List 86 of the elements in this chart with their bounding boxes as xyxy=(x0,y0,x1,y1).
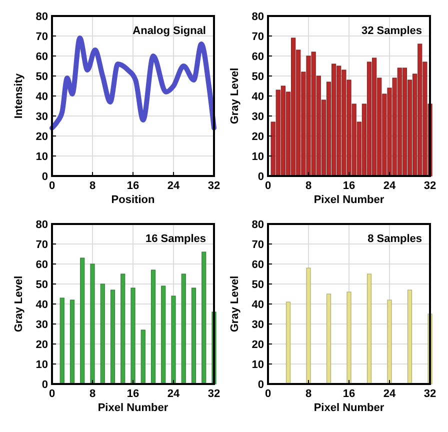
x-tick-label: 32 xyxy=(208,180,220,192)
y-tick-label: 80 xyxy=(252,11,264,23)
y-tick-label: 10 xyxy=(252,151,264,163)
x-tick-label: 24 xyxy=(167,180,180,192)
y-tick-label: 20 xyxy=(252,339,264,351)
y-tick-label: 60 xyxy=(252,259,264,271)
y-axis-title: Gray Level xyxy=(13,276,25,332)
bar xyxy=(80,258,85,384)
x-tick-label: 16 xyxy=(342,388,356,400)
y-tick-label: 60 xyxy=(252,51,264,63)
bar xyxy=(306,268,311,384)
y-tick-label: 50 xyxy=(36,279,48,291)
x-tick-label: 8 xyxy=(89,388,96,400)
y-tick-label: 50 xyxy=(252,279,264,291)
y-tick-label: 80 xyxy=(36,11,48,23)
x-axis-title: Pixel Number xyxy=(98,402,169,414)
y-tick-label: 50 xyxy=(252,71,264,83)
x-tick-label: 32 xyxy=(424,388,436,400)
bar xyxy=(130,288,136,384)
y-tick-label: 70 xyxy=(252,239,264,251)
x-tick-label: 8 xyxy=(305,388,312,400)
x-tick-label: 8 xyxy=(305,180,312,192)
bar xyxy=(202,252,206,384)
bar xyxy=(120,274,126,384)
y-tick-label: 30 xyxy=(36,111,48,123)
y-tick-label: 10 xyxy=(252,359,264,371)
bar xyxy=(346,292,352,384)
x-tick-label: 16 xyxy=(342,180,356,192)
x-axis-title: Pixel Number xyxy=(314,194,385,206)
y-tick-label: 0 xyxy=(258,171,264,183)
y-axis-title: Gray Level xyxy=(229,276,241,332)
bar xyxy=(90,264,95,384)
bar xyxy=(286,302,291,384)
x-tick-label: 32 xyxy=(208,388,220,400)
y-tick-label: 70 xyxy=(252,31,264,43)
y-tick-label: 20 xyxy=(36,131,48,143)
x-tick-label: 32 xyxy=(424,180,436,192)
x-tick-label: 16 xyxy=(126,388,140,400)
y-tick-label: 80 xyxy=(252,219,264,231)
y-tick-label: 0 xyxy=(42,379,48,391)
y-tick-label: 70 xyxy=(36,239,48,251)
y-axis-title: Gray Level xyxy=(229,68,241,124)
x-tick-label: 8 xyxy=(89,180,96,192)
bar xyxy=(140,330,146,384)
bar xyxy=(100,284,105,384)
y-tick-label: 20 xyxy=(36,339,48,351)
bar xyxy=(161,286,166,384)
x-axis-title: Pixel Number xyxy=(314,402,385,414)
y-tick-label: 10 xyxy=(36,359,48,371)
y-tick-label: 40 xyxy=(36,299,48,311)
y-tick-label: 70 xyxy=(36,31,48,43)
bar xyxy=(407,290,412,384)
bar xyxy=(110,290,116,384)
y-tick-label: 10 xyxy=(36,151,48,163)
text: 16 Samples xyxy=(145,233,206,245)
bar xyxy=(387,300,392,384)
x-tick-label: 24 xyxy=(167,388,180,400)
x-tick-label: 16 xyxy=(126,180,140,192)
y-tick-label: 30 xyxy=(252,111,264,123)
text: 32 Samples xyxy=(361,25,422,37)
x-axis-title: Position xyxy=(111,194,155,206)
y-tick-label: 0 xyxy=(42,171,48,183)
bar xyxy=(60,298,64,384)
y-tick-label: 30 xyxy=(36,319,48,331)
y-tick-label: 50 xyxy=(36,71,48,83)
y-tick-label: 40 xyxy=(252,91,264,103)
y-tick-label: 30 xyxy=(252,319,264,331)
bar xyxy=(326,294,332,384)
y-tick-label: 60 xyxy=(36,51,48,63)
y-tick-label: 60 xyxy=(36,259,48,271)
y-tick-label: 80 xyxy=(36,219,48,231)
bar xyxy=(150,270,156,384)
text: 8 Samples xyxy=(368,233,422,245)
y-tick-label: 0 xyxy=(258,379,264,391)
bar xyxy=(171,296,176,384)
bar xyxy=(70,300,75,384)
y-axis-title: Intensity xyxy=(13,72,25,119)
y-tick-label: 40 xyxy=(252,299,264,311)
bar xyxy=(181,274,186,384)
y-tick-label: 40 xyxy=(36,91,48,103)
x-tick-label: 24 xyxy=(383,388,396,400)
bar xyxy=(366,274,372,384)
bar xyxy=(191,288,196,384)
x-tick-label: 24 xyxy=(383,180,396,192)
text: Analog Signal xyxy=(132,25,206,37)
y-tick-label: 20 xyxy=(252,131,264,143)
